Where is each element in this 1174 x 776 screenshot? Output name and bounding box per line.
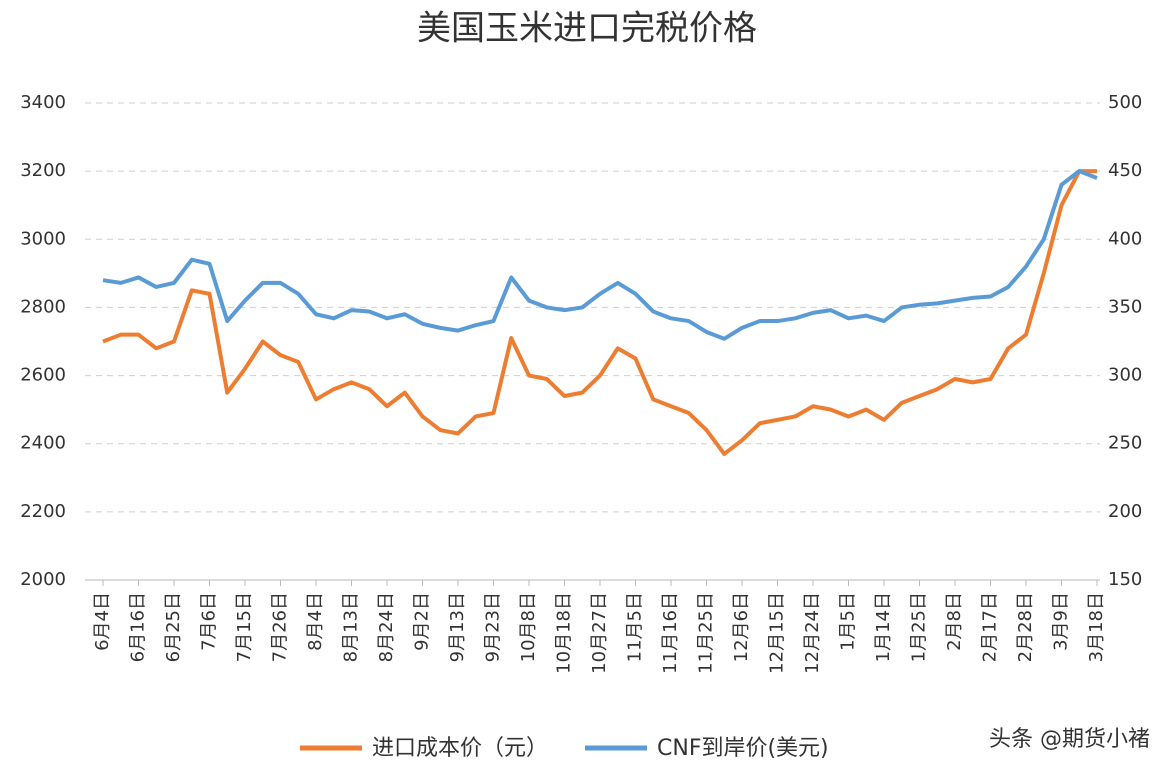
y2-tick-label: 250 xyxy=(1108,433,1142,454)
y-tick-label: 2600 xyxy=(20,365,66,386)
x-tick-label: 7月26日 xyxy=(270,592,291,662)
y2-tick-label: 450 xyxy=(1108,160,1142,181)
x-tick-label: 8月24日 xyxy=(376,592,397,662)
x-tick-label: 1月5日 xyxy=(838,592,859,651)
legend-label: 进口成本价（元） xyxy=(372,736,548,761)
x-tick-label: 7月15日 xyxy=(234,592,255,662)
y2-tick-label: 500 xyxy=(1108,92,1142,113)
x-tick-label: 11月5日 xyxy=(625,592,646,662)
x-tick-label: 12月6日 xyxy=(731,592,752,662)
y2-tick-label: 400 xyxy=(1108,228,1142,249)
y-tick-label: 3000 xyxy=(20,228,66,249)
y2-tick-label: 200 xyxy=(1108,501,1142,522)
x-tick-label: 8月13日 xyxy=(341,592,362,662)
x-tick-label: 9月13日 xyxy=(447,592,468,662)
y2-tick-label: 150 xyxy=(1108,569,1142,590)
x-tick-label: 2月8日 xyxy=(944,592,965,651)
x-tick-label: 10月8日 xyxy=(518,592,539,662)
x-tick-label: 1月25日 xyxy=(909,592,930,662)
y-tick-label: 2200 xyxy=(20,501,66,522)
x-tick-label: 9月23日 xyxy=(483,592,504,662)
x-tick-label: 3月9日 xyxy=(1051,592,1072,651)
x-tick-label: 11月25日 xyxy=(696,592,717,674)
x-tick-label: 7月6日 xyxy=(199,592,220,651)
y-tick-label: 2000 xyxy=(20,569,66,590)
series-line xyxy=(102,169,1098,341)
x-tick-label: 11月16日 xyxy=(660,592,681,674)
y-tick-label: 3400 xyxy=(20,92,66,113)
legend-label: CNF到岸价(美元) xyxy=(657,736,829,761)
x-tick-label: 3月18日 xyxy=(1086,592,1107,662)
x-tick-label: 6月16日 xyxy=(128,592,149,662)
x-tick-label: 6月4日 xyxy=(92,592,113,651)
x-tick-label: 9月2日 xyxy=(412,592,433,651)
y2-tick-label: 300 xyxy=(1108,365,1142,386)
y-tick-label: 2400 xyxy=(20,433,66,454)
x-tick-label: 6月25日 xyxy=(163,592,184,662)
series-line xyxy=(102,169,1097,456)
x-tick-label: 2月28日 xyxy=(1015,592,1036,662)
x-tick-label: 12月24日 xyxy=(802,592,823,674)
x-tick-label: 2月17日 xyxy=(980,592,1001,662)
y-tick-label: 3200 xyxy=(20,160,66,181)
y2-tick-label: 350 xyxy=(1108,296,1142,317)
y-tick-label: 2800 xyxy=(20,296,66,317)
x-tick-label: 10月18日 xyxy=(554,592,575,674)
x-tick-label: 12月15日 xyxy=(767,592,788,674)
watermark: 头条 @期货小褚 xyxy=(989,727,1150,752)
x-tick-label: 10月27日 xyxy=(589,592,610,674)
x-tick-label: 8月4日 xyxy=(305,592,326,651)
chart-title: 美国玉米进口完税价格 xyxy=(417,9,757,49)
x-tick-label: 1月14日 xyxy=(873,592,894,662)
